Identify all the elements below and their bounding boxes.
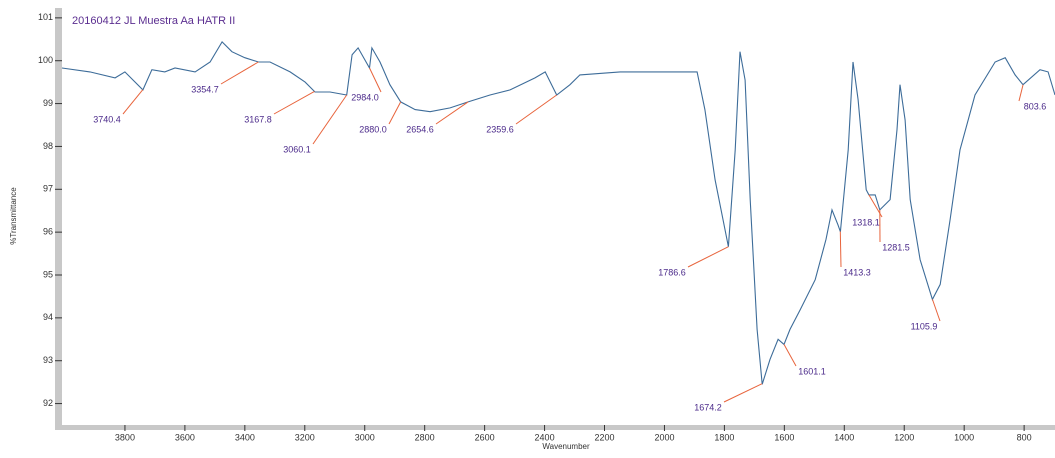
y-axis-bar [55,8,62,430]
peak-leader [1019,85,1023,101]
x-tick-label: 2000 [654,432,674,442]
x-tick-label: 2600 [475,432,495,442]
x-tick-label: 2200 [594,432,614,442]
x-tick-label: 3600 [175,432,195,442]
peak-leader [932,299,940,321]
x-tick-label: 1400 [834,432,854,442]
peak-leader [389,102,401,124]
peak-leader [274,91,314,114]
x-tick-label: 3800 [115,432,135,442]
x-tick-label: 1800 [714,432,734,442]
peak-label: 1601.1 [798,366,826,376]
x-axis-label: Wavenumber [542,442,590,451]
x-axis-bar [55,425,1055,430]
peak-label: 3167.8 [244,114,272,124]
peak-label: 3354.7 [191,84,219,94]
peak-label: 803.6 [1024,101,1047,111]
y-tick-label: 95 [43,269,53,279]
x-tick-label: 1600 [774,432,794,442]
peak-label: 1674.2 [694,402,722,412]
peak-leader [370,68,381,92]
y-tick-label: 92 [43,398,53,408]
peak-leader [221,62,258,84]
y-tick-label: 93 [43,355,53,365]
y-tick-label: 97 [43,184,53,194]
x-tick-label: 800 [1017,432,1032,442]
y-tick-label: 100 [38,55,53,65]
chart-title: 20160412 JL Muestra Aa HATR II [72,15,235,27]
x-tick-label: 2400 [535,432,555,442]
peak-label: 1413.3 [843,267,871,277]
y-tick-label: 94 [43,312,53,322]
x-tick-label: 3200 [295,432,315,442]
peak-leader [516,95,557,124]
y-tick-label: 99 [43,98,53,108]
y-tick-label: 98 [43,141,53,151]
y-tick-label: 101 [38,12,53,22]
x-tick-label: 3000 [355,432,375,442]
peak-label: 2359.6 [486,124,514,134]
x-tick-label: 2800 [415,432,435,442]
peak-leader [724,384,762,402]
peak-leader [688,247,728,267]
peak-leader [784,344,796,366]
peak-label: 1786.6 [658,267,686,277]
peak-label: 2880.0 [359,124,387,134]
peak-label: 1281.5 [882,242,910,252]
x-tick-label: 1000 [954,432,974,442]
peak-label: 2654.6 [406,124,434,134]
peak-label: 1105.9 [911,321,938,331]
peak-label: 1318.1 [852,217,880,227]
peak-leader [840,231,841,267]
y-tick-label: 96 [43,227,53,237]
x-tick-label: 1200 [894,432,914,442]
peak-label: 2984.0 [351,92,379,102]
y-axis-label: %Transmittance [9,187,18,245]
x-tick-label: 3400 [235,432,255,442]
peak-label: 3740.4 [93,114,121,124]
peak-leader [313,95,347,144]
peak-label: 3060.1 [283,144,311,154]
peak-leader [123,90,143,114]
peak-leader [436,102,468,124]
